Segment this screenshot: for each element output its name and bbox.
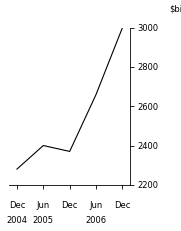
Text: Dec: Dec <box>9 201 25 210</box>
Text: Jun: Jun <box>37 201 50 210</box>
Text: Dec: Dec <box>114 201 131 210</box>
Text: Dec: Dec <box>62 201 78 210</box>
Text: 2004: 2004 <box>7 216 28 225</box>
Text: $billion: $billion <box>169 5 181 14</box>
Text: 2006: 2006 <box>85 216 107 225</box>
Text: Jun: Jun <box>89 201 103 210</box>
Text: 2005: 2005 <box>33 216 54 225</box>
